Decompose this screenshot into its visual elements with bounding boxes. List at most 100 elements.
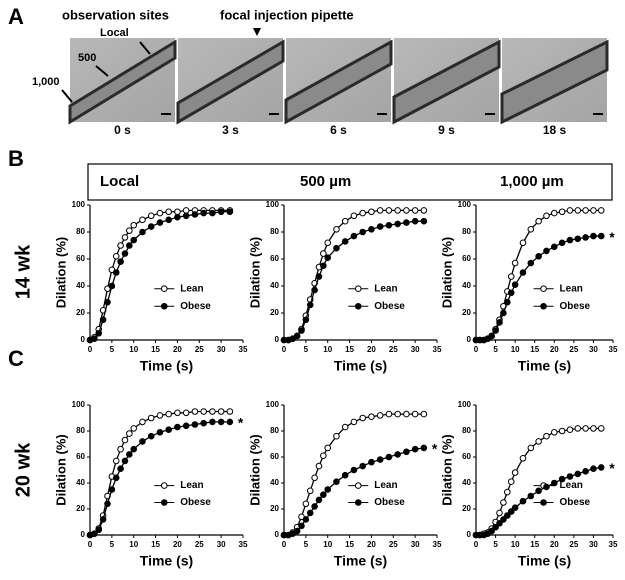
data-point	[411, 445, 419, 453]
data-point	[511, 504, 519, 512]
data-point	[574, 207, 582, 214]
x-tick-label: 25	[195, 540, 204, 549]
data-point	[333, 432, 340, 440]
x-tick-label: 15	[530, 540, 539, 549]
data-point	[209, 408, 216, 415]
data-point	[543, 432, 550, 440]
series-line	[89, 211, 230, 341]
data-point	[306, 301, 314, 309]
data-point	[112, 457, 120, 465]
panel-label: A	[8, 4, 24, 29]
data-point	[394, 207, 401, 214]
data-point	[597, 207, 605, 214]
data-point	[130, 445, 138, 453]
data-point	[507, 478, 515, 486]
data-point	[403, 219, 410, 226]
data-point	[403, 410, 410, 418]
data-point	[566, 426, 574, 434]
data-point	[543, 247, 550, 255]
data-point	[121, 457, 129, 465]
x-axis-label: Time (s)	[518, 358, 571, 374]
data-point	[376, 223, 384, 230]
y-tick-label: 0	[81, 335, 86, 344]
data-point	[341, 423, 349, 431]
data-point	[550, 209, 558, 217]
x-tick-label: 0	[474, 540, 479, 549]
x-tick-label: 35	[433, 540, 442, 549]
y-tick-label: 80	[462, 227, 471, 236]
data-point	[147, 212, 155, 220]
data-point	[324, 254, 332, 261]
data-point	[394, 451, 401, 458]
legend-label: Lean	[560, 480, 583, 491]
data-point	[558, 239, 566, 247]
data-point	[492, 523, 499, 531]
data-point	[543, 212, 550, 220]
data-point	[519, 269, 527, 276]
data-point	[209, 418, 216, 426]
series-line	[89, 421, 230, 536]
x-tick-label: 25	[195, 345, 204, 354]
data-point	[368, 458, 375, 466]
x-axis-label: Time (s)	[334, 553, 387, 569]
data-point	[200, 209, 207, 217]
data-point	[226, 208, 234, 216]
data-point	[496, 319, 503, 326]
x-tick-label: 5	[110, 345, 115, 354]
x-tick-label: 25	[389, 540, 398, 549]
x-tick-label: 10	[323, 540, 332, 549]
x-tick-label: 15	[530, 345, 539, 354]
data-point	[574, 425, 582, 432]
data-point	[315, 496, 323, 504]
y-axis-label: Dilation (%)	[53, 237, 68, 309]
data-point	[320, 452, 327, 460]
y-tick-label: 0	[275, 335, 280, 344]
significance: *	[609, 460, 615, 476]
data-point	[117, 465, 124, 473]
data-point	[350, 232, 358, 240]
legend-label: Obese	[374, 301, 405, 312]
site-label: Local	[100, 27, 129, 39]
data-point	[507, 289, 515, 297]
data-point	[527, 259, 535, 267]
y-tick-label: 60	[462, 254, 471, 263]
data-point	[126, 430, 133, 437]
x-tick-label: 0	[88, 345, 93, 354]
data-point	[359, 228, 366, 236]
x-tick-label: 25	[569, 345, 578, 354]
x-tick-label: 35	[239, 345, 248, 354]
x-tick-label: 5	[493, 345, 498, 354]
data-point	[182, 207, 190, 214]
data-point	[139, 418, 146, 426]
y-tick-label: 100	[72, 400, 86, 409]
data-point	[147, 432, 155, 440]
data-point	[527, 492, 535, 500]
x-tick-label: 20	[367, 540, 376, 549]
data-point	[582, 234, 589, 241]
y-tick-label: 60	[462, 452, 471, 461]
data-point	[91, 335, 98, 342]
data-point	[519, 497, 527, 505]
y-tick-label: 60	[76, 254, 85, 263]
legend-label: Lean	[180, 283, 203, 294]
legend-marker	[354, 302, 362, 310]
data-point	[566, 236, 574, 244]
data-point	[91, 530, 98, 538]
data-point	[341, 471, 349, 479]
data-point	[130, 236, 138, 244]
x-tick-label: 0	[474, 345, 479, 354]
data-point	[293, 332, 301, 340]
data-point	[324, 444, 332, 452]
data-point	[156, 429, 164, 436]
y-tick-label: 80	[270, 426, 279, 435]
data-point	[368, 413, 375, 421]
legend-marker	[354, 285, 362, 293]
y-tick-label: 100	[266, 400, 280, 409]
legend-label: Lean	[560, 283, 583, 294]
data-point	[507, 508, 515, 515]
data-point	[320, 491, 327, 499]
data-point	[217, 418, 225, 426]
data-point	[121, 234, 129, 241]
data-point	[165, 216, 172, 224]
y-tick-label: 100	[458, 400, 472, 409]
